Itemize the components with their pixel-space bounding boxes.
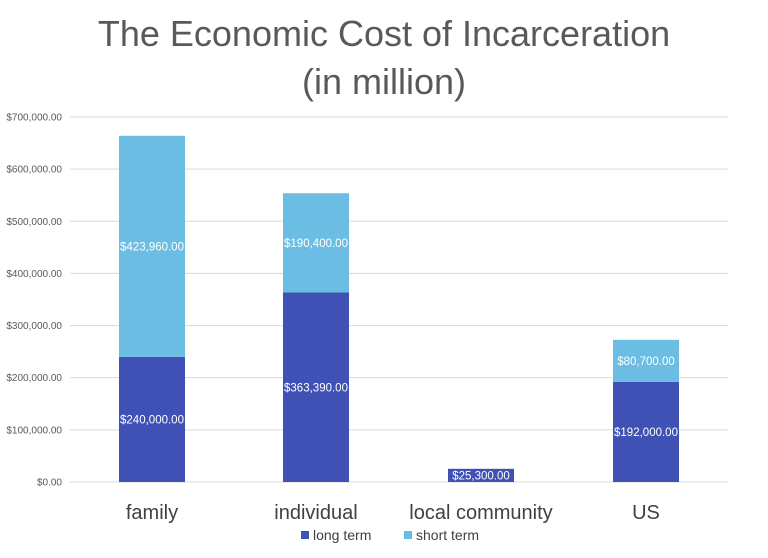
y-tick-label: $400,000.00: [6, 269, 62, 280]
legend-item: long term: [301, 527, 371, 543]
data-label: $0.00: [467, 454, 496, 466]
y-tick-label: $200,000.00: [6, 373, 62, 384]
bar-segment-long-term: [448, 468, 514, 482]
bars: $240,000.00 $423,960.00 $363,390.00 $190,40…: [119, 135, 679, 482]
data-label: $192,000.00: [614, 427, 678, 439]
data-label: $80,700.00: [617, 356, 675, 368]
bar-segment-short-term: [613, 339, 679, 382]
legend-label: short term: [416, 527, 479, 543]
legend: long term short term: [301, 527, 479, 543]
chart-title: The Economic Cost of Incarceration: [98, 13, 670, 54]
data-label: $240,000.00: [120, 414, 184, 426]
chart-subtitle: (in million): [302, 61, 466, 102]
legend-swatch: [404, 531, 412, 539]
y-tick-label: $700,000.00: [6, 113, 62, 124]
legend-label: long term: [313, 527, 371, 543]
bar-segment-long-term: [119, 356, 185, 482]
y-tick-label: $500,000.00: [6, 217, 62, 228]
bar-segment-short-term: [119, 135, 185, 357]
data-label: $25,300.00: [452, 470, 510, 482]
bar-segment-long-term: [283, 292, 349, 482]
legend-swatch: [301, 531, 309, 539]
y-tick-label: $600,000.00: [6, 165, 62, 176]
x-tick-label: local community: [409, 502, 552, 524]
data-label: $363,390.00: [284, 382, 348, 394]
y-axis: $0.00 $100,000.00 $200,000.00 $300,000.00 $4…: [6, 113, 62, 489]
bar-segment-long-term: [613, 381, 679, 482]
y-tick-label: $100,000.00: [6, 425, 62, 436]
data-label: $423,960.00: [120, 241, 184, 253]
x-axis: family individual local community US: [126, 502, 660, 524]
x-tick-label: individual: [274, 502, 357, 524]
y-tick-label: $300,000.00: [6, 321, 62, 332]
bar-segment-short-term: [283, 193, 349, 293]
data-label: $190,400.00: [284, 238, 348, 250]
x-tick-label: family: [126, 502, 178, 524]
y-tick-label: $0.00: [37, 478, 62, 489]
legend-item: short term: [404, 527, 479, 543]
x-tick-label: US: [632, 502, 660, 524]
